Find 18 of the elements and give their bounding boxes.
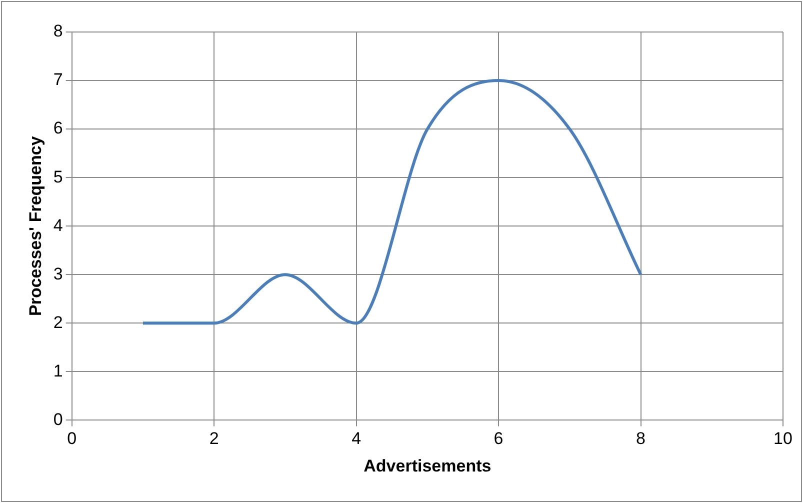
y-tick-label: 7 bbox=[53, 70, 63, 90]
x-tick-label: 6 bbox=[494, 429, 504, 448]
y-tick-label: 1 bbox=[53, 361, 63, 380]
line-series bbox=[141, 79, 642, 325]
x-axis-title: Advertisements bbox=[364, 456, 492, 476]
x-tick-label: 8 bbox=[636, 429, 646, 448]
x-tick-label: 2 bbox=[209, 429, 219, 448]
x-tick-label: 10 bbox=[774, 429, 792, 448]
y-tick-label: 3 bbox=[53, 264, 63, 284]
y-tick-label: 8 bbox=[53, 22, 63, 41]
y-tick-label: 2 bbox=[53, 312, 63, 332]
y-axis-title: Processes' Frequency bbox=[26, 136, 45, 316]
x-tick-label: 4 bbox=[352, 429, 362, 448]
y-tick-label: 4 bbox=[53, 216, 63, 235]
x-tick-label: 0 bbox=[67, 429, 77, 448]
y-tick-label: 5 bbox=[53, 167, 63, 186]
y-tick-label: 0 bbox=[53, 410, 63, 429]
y-tick-label: 6 bbox=[53, 118, 63, 138]
